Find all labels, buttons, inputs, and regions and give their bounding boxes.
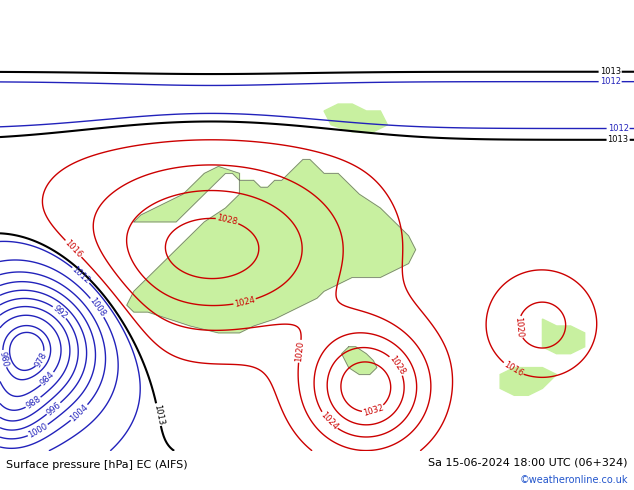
Text: 1008: 1008: [87, 296, 107, 319]
Text: 1004: 1004: [68, 402, 90, 423]
Text: 1012: 1012: [70, 265, 92, 286]
Text: 988: 988: [24, 394, 42, 411]
Text: 1028: 1028: [216, 213, 238, 227]
Text: 1013: 1013: [600, 67, 621, 76]
Text: 1020: 1020: [294, 341, 306, 362]
Text: Sa 15-06-2024 18:00 UTC (06+324): Sa 15-06-2024 18:00 UTC (06+324): [428, 458, 628, 467]
Text: 1016: 1016: [63, 238, 84, 260]
Text: 1000: 1000: [27, 421, 49, 440]
Polygon shape: [543, 319, 585, 354]
Text: 992: 992: [51, 303, 68, 320]
Text: 996: 996: [44, 400, 63, 417]
Text: 984: 984: [39, 370, 56, 388]
Text: 1024: 1024: [233, 295, 256, 309]
Text: 1013: 1013: [607, 135, 629, 145]
Text: 1016: 1016: [501, 360, 524, 379]
Text: 1020: 1020: [514, 316, 524, 338]
Text: Surface pressure [hPa] EC (AIFS): Surface pressure [hPa] EC (AIFS): [6, 460, 188, 469]
Polygon shape: [324, 104, 387, 132]
Text: 1032: 1032: [362, 403, 385, 418]
Polygon shape: [500, 368, 557, 395]
Text: 1024: 1024: [318, 410, 339, 432]
Text: 978: 978: [34, 350, 49, 368]
Text: 980: 980: [0, 350, 10, 368]
Text: 1012: 1012: [607, 124, 628, 133]
Text: ©weatheronline.co.uk: ©weatheronline.co.uk: [519, 475, 628, 485]
Polygon shape: [342, 347, 377, 374]
Text: 1013: 1013: [152, 403, 165, 426]
Text: 1028: 1028: [387, 354, 407, 376]
Polygon shape: [127, 160, 416, 333]
Text: 1012: 1012: [600, 77, 621, 86]
